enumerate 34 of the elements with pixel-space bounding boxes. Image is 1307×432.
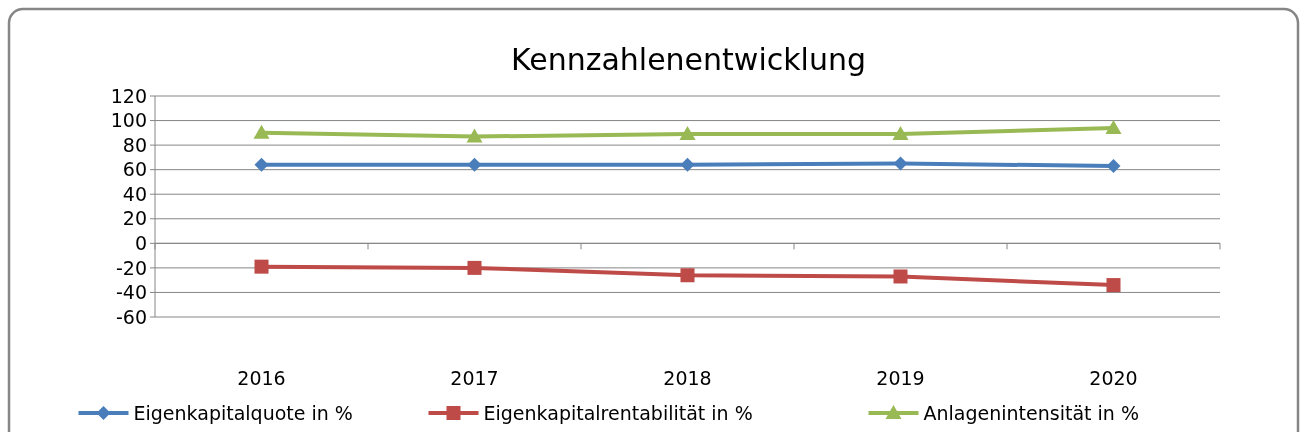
point: [680, 268, 695, 283]
point: [466, 128, 483, 143]
y-tick-label: 120: [110, 84, 147, 107]
legend-label: Eigenkapitalrentabilität in %: [483, 401, 753, 424]
y-tick-label: 100: [110, 109, 147, 132]
point: [892, 126, 909, 141]
chart-title: Kennzahlenentwicklung: [511, 42, 866, 77]
point: [679, 126, 696, 141]
point: [467, 157, 482, 172]
point: [1105, 119, 1122, 134]
x-tick-label: 2018: [663, 367, 712, 389]
point: [1106, 278, 1121, 293]
legend-label: Anlagenintensität in %: [923, 401, 1139, 424]
point: [253, 124, 270, 139]
y-tick-label: -60: [115, 305, 147, 328]
y-tick-label: 60: [122, 158, 147, 181]
legend-label: Eigenkapitalquote in %: [133, 401, 353, 424]
y-tick-label: 0: [134, 231, 147, 254]
point: [1106, 158, 1121, 173]
point: [254, 259, 269, 274]
x-tick-label: 2017: [450, 367, 499, 389]
y-tick-label: 40: [122, 182, 147, 205]
point: [893, 269, 908, 284]
point: [467, 260, 482, 275]
y-tick-label: -20: [115, 256, 147, 279]
x-tick-label: 2020: [1089, 367, 1138, 389]
y-tick-label: -40: [115, 281, 147, 304]
point: [680, 157, 695, 172]
y-tick-label: 20: [122, 207, 147, 230]
x-tick-label: 2016: [237, 367, 286, 389]
point: [254, 157, 269, 172]
point: [893, 156, 908, 171]
y-tick-label: 80: [122, 133, 147, 156]
x-tick-label: 2019: [876, 367, 925, 389]
